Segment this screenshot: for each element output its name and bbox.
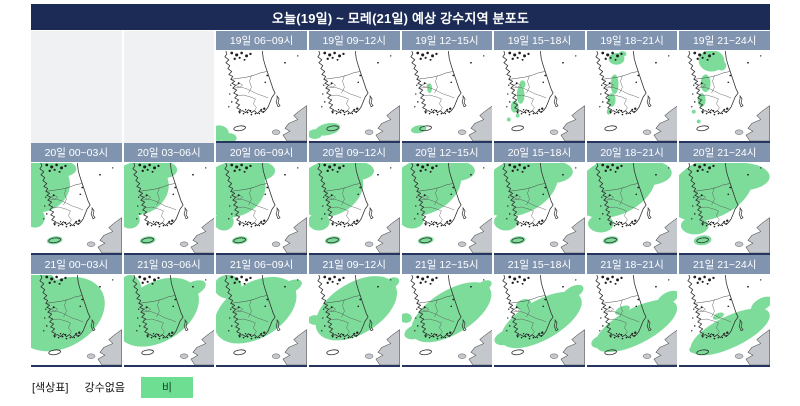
precipitation-map [216,163,307,255]
precipitation-map [308,275,400,367]
forecast-panel: 20일 09~12시 [308,143,400,255]
precipitation-map [401,51,493,143]
forecast-panel: 20일 15~18시 [494,143,585,255]
forecast-panel: 20일 12~15시 [401,143,493,255]
panel-time-label: 20일 03~06시 [123,143,215,162]
panel-time-label: 19일 06~09시 [216,31,307,50]
panel-time-label: 20일 15~18시 [494,143,585,162]
forecast-panel: 21일 09~12시 [308,255,400,367]
precipitation-map [586,275,678,367]
precipitation-map [31,275,122,367]
precipitation-map [679,163,770,255]
empty-slot [31,31,122,143]
title-banner: 오늘(19일) ~ 모레(21일) 예상 강수지역 분포도 [31,4,770,30]
precipitation-map [216,51,307,143]
forecast-panel: 21일 21~24시 [679,255,770,367]
precipitation-map [679,51,770,143]
forecast-panel: 21일 06~09시 [216,255,307,367]
forecast-panel: 21일 15~18시 [494,255,585,367]
precipitation-map [494,275,585,367]
precipitation-map [586,163,678,255]
forecast-panel: 19일 15~18시 [494,31,585,143]
panel-time-label: 19일 12~15시 [401,31,493,50]
panel-time-label: 21일 03~06시 [123,255,215,274]
legend-prefix: [색상표] [32,382,69,394]
precipitation-map [308,51,400,143]
panel-time-label: 20일 00~03시 [31,143,122,162]
panel-time-label: 21일 06~09시 [216,255,307,274]
forecast-panel: 19일 12~15시 [401,31,493,143]
forecast-panel: 20일 18~21시 [586,143,678,255]
forecast-panel: 19일 18~21시 [586,31,678,143]
forecast-panel: 21일 00~03시 [31,255,122,367]
precipitation-map [401,275,493,367]
panel-time-label: 20일 18~21시 [586,143,678,162]
map-grid: 19일 06~09시 19일 09~12시 19일 12~15시 19일 15~… [31,31,770,367]
forecast-row: 21일 00~03시 21일 03~06시 21일 06~09시 21일 09~… [31,255,770,367]
precipitation-map [123,275,215,367]
panel-time-label: 19일 18~21시 [586,31,678,50]
panel-time-label: 21일 12~15시 [401,255,493,274]
panel-time-label: 21일 18~21시 [586,255,678,274]
forecast-panel: 20일 21~24시 [679,143,770,255]
panel-time-label: 19일 15~18시 [494,31,585,50]
panel-time-label: 20일 09~12시 [308,143,400,162]
forecast-panel: 20일 06~09시 [216,143,307,255]
precipitation-map [494,163,585,255]
panel-time-label: 21일 00~03시 [31,255,122,274]
legend-rain-label: 비 [161,382,173,394]
forecast-panel: 20일 03~06시 [123,143,215,255]
panel-time-label: 20일 12~15시 [401,143,493,162]
forecast-panel: 19일 09~12시 [308,31,400,143]
forecast-panel: 19일 21~24시 [679,31,770,143]
panel-time-label: 20일 21~24시 [679,143,770,162]
precipitation-map [308,163,400,255]
forecast-panel: 19일 06~09시 [216,31,307,143]
legend-no-precip-label: 강수없음 [84,382,125,394]
precipitation-map [586,51,678,143]
forecast-panel: 21일 12~15시 [401,255,493,367]
forecast-panel: 21일 18~21시 [586,255,678,367]
precipitation-map [123,163,215,255]
forecast-row: 20일 00~03시 20일 03~06시 20일 06~09시 20일 09~… [31,143,770,255]
forecast-row: 19일 06~09시 19일 09~12시 19일 12~15시 19일 15~… [31,31,770,143]
legend: [색상표] 강수없음 비 [32,376,193,398]
empty-slot [123,31,215,143]
panel-time-label: 19일 21~24시 [679,31,770,50]
precipitation-map [401,163,493,255]
panel-time-label: 19일 09~12시 [308,31,400,50]
precipitation-map [216,275,307,367]
legend-rain-swatch: 비 [140,376,193,398]
panel-time-label: 21일 09~12시 [308,255,400,274]
panel-time-label: 21일 21~24시 [679,255,770,274]
panel-time-label: 21일 15~18시 [494,255,585,274]
precipitation-map [31,163,122,255]
forecast-panel: 21일 03~06시 [123,255,215,367]
forecast-panel: 20일 00~03시 [31,143,122,255]
panel-time-label: 20일 06~09시 [216,143,307,162]
precipitation-map [679,275,770,367]
page-title: 오늘(19일) ~ 모레(21일) 예상 강수지역 분포도 [271,10,530,26]
precipitation-map [494,51,585,143]
